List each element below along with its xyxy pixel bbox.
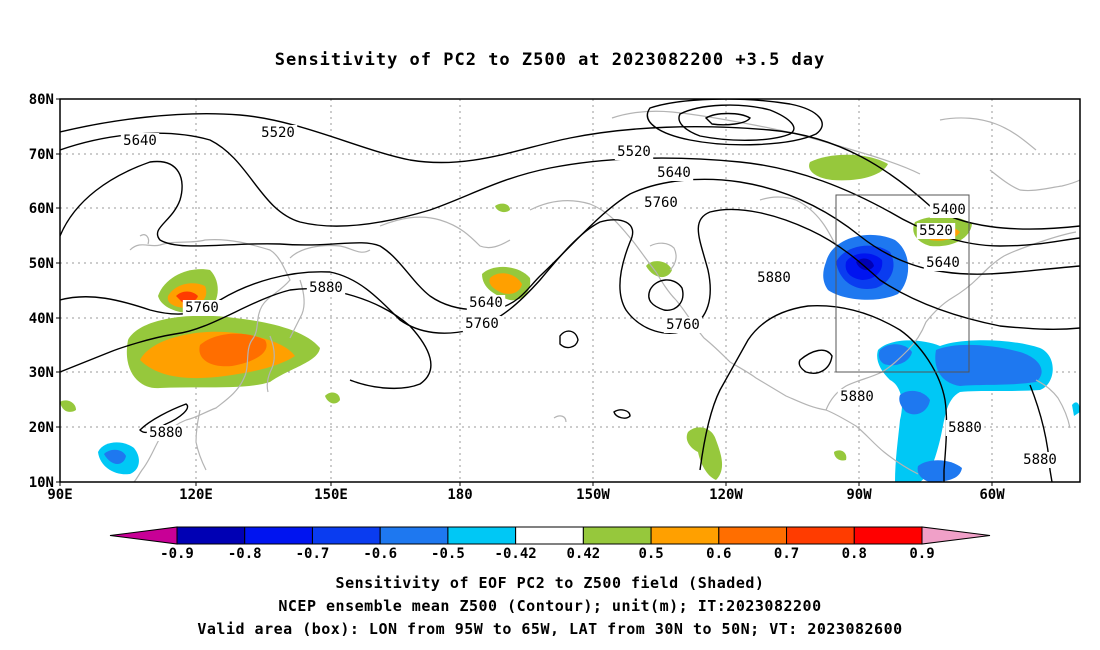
lon-label: 180 (447, 487, 472, 503)
lon-label: 60W (979, 487, 1005, 503)
contour-label: 5880 (948, 420, 982, 436)
colorbar-segment (311, 526, 381, 545)
shade-small-green-c (60, 400, 76, 412)
colorbar-segment (447, 526, 517, 545)
caption-line-1: Sensitivity of EOF PC2 to Z500 field (Sh… (335, 574, 765, 592)
contour-5760 (60, 208, 1080, 334)
colorbar-label: -0.8 (228, 546, 262, 562)
contour-label: 5760 (185, 300, 219, 316)
lon-label: 90W (846, 487, 872, 503)
colorbar-segment (650, 526, 720, 545)
lat-label: 10N (29, 475, 54, 491)
lat-label: 70N (29, 147, 54, 163)
colorbar-label: 0.7 (774, 546, 799, 562)
shade-small-green-a (495, 203, 510, 213)
lon-label: 120W (709, 487, 743, 503)
map-gridlines (60, 99, 1080, 482)
contour-label: 5880 (1023, 452, 1057, 468)
colorbar-label: -0.5 (431, 546, 465, 562)
lat-label: 50N (29, 256, 54, 272)
colorbar-label: 0.8 (842, 546, 867, 562)
shade-nepac-green (646, 261, 672, 278)
colorbar-label: 0.9 (909, 546, 934, 562)
colorbar: -0.9 -0.8 -0.7 -0.6 -0.5 -0.42 0.42 0.5 0.6 0.7 0.… (109, 526, 991, 562)
contour-label: 5640 (469, 295, 503, 311)
contour-label: 5760 (666, 317, 700, 333)
contour-label: 5880 (309, 280, 343, 296)
shade-seasia-blue (104, 449, 126, 464)
longitude-labels: 90E 120E 150E 180 150W 120W 90W 60W (47, 482, 1005, 503)
colorbar-label: -0.6 (363, 546, 397, 562)
colorbar-label: -0.9 (160, 546, 194, 562)
shade-small-green-d (834, 450, 847, 461)
contour-label: 5880 (840, 389, 874, 405)
map-title: Sensitivity of PC2 to Z500 at 2023082200… (274, 50, 826, 70)
colorbar-label: 0.42 (567, 546, 601, 562)
coastlines (129, 110, 1080, 482)
colorbar-segment (853, 526, 923, 545)
contour-label: 5880 (757, 270, 791, 286)
contour-label: 5520 (261, 125, 295, 141)
shade-carib-blue (917, 460, 962, 482)
contour-label: 5760 (465, 316, 499, 332)
contour-5880-east (699, 305, 948, 482)
contour-5520-low-a (678, 104, 795, 141)
shade-east-asia-dkorange (199, 333, 267, 367)
colorbar-label: 0.6 (706, 546, 731, 562)
colorbar-label: -0.42 (495, 546, 537, 562)
colorbar-segment (718, 526, 788, 545)
contour-label: 5640 (123, 133, 157, 149)
lon-label: 150W (576, 487, 610, 503)
contour-label: 5640 (926, 255, 960, 271)
shade-gl-navy (856, 258, 874, 271)
colorbar-label: 0.5 (638, 546, 663, 562)
contour-label: 5520 (617, 144, 651, 160)
colorbar-segment (786, 526, 855, 545)
colorbar-under-triangle (109, 526, 178, 545)
colorbar-segment (582, 526, 652, 545)
caption-line-2: NCEP ensemble mean Z500 (Contour); unit(… (278, 597, 822, 615)
lat-label: 80N (29, 92, 54, 108)
contour-label: 5640 (657, 165, 691, 181)
contour-small-loop (559, 330, 579, 349)
shade-atl-east (1072, 402, 1080, 416)
colorbar-label: -0.7 (296, 546, 330, 562)
contour-label: 5760 (644, 195, 678, 211)
map-frame (59, 98, 1081, 483)
contour-5880-far (1029, 384, 1053, 482)
contour-label: 5520 (919, 223, 953, 239)
lon-label: 90E (47, 487, 72, 503)
shade-gulf-blue (899, 390, 930, 415)
contour-label: 5880 (149, 425, 183, 441)
colorbar-segment (244, 526, 313, 545)
shade-small-green-b (325, 392, 340, 404)
colorbar-segment (176, 526, 246, 545)
shade-atl-blue-b (878, 344, 912, 366)
sensitivity-shading (60, 154, 1080, 482)
colorbar-over-triangle (921, 526, 991, 545)
shade-atl-blue (935, 344, 1042, 386)
contour-5760-low (648, 279, 684, 311)
shade-pacific-green (686, 427, 723, 480)
contour-5520-low-b (704, 112, 751, 126)
caption-line-3: Valid area (box): LON from 95W to 65W, L… (197, 620, 903, 638)
lon-label: 120E (179, 487, 213, 503)
lat-label: 40N (29, 311, 54, 327)
latitude-labels: 80N 70N 60N 50N 40N 30N 20N 10N (29, 92, 60, 491)
lat-label: 20N (29, 420, 54, 436)
contour-small-loop-b (613, 409, 631, 419)
contour-label: 5400 (932, 202, 966, 218)
contour-labels: 5520 5640 5520 5640 5760 5400 5520 5640 5880 5880… (120, 125, 1060, 468)
shade-manchuria-red (176, 291, 198, 303)
contour-5880-west (60, 288, 432, 389)
colorbar-segment (515, 526, 584, 545)
lat-label: 30N (29, 365, 54, 381)
lon-label: 150E (314, 487, 348, 503)
valid-area-box (835, 194, 970, 373)
shade-dateline-orange (489, 273, 522, 294)
lat-label: 60N (29, 201, 54, 217)
colorbar-segment (379, 526, 449, 545)
contour-5880-east2 (798, 349, 833, 374)
